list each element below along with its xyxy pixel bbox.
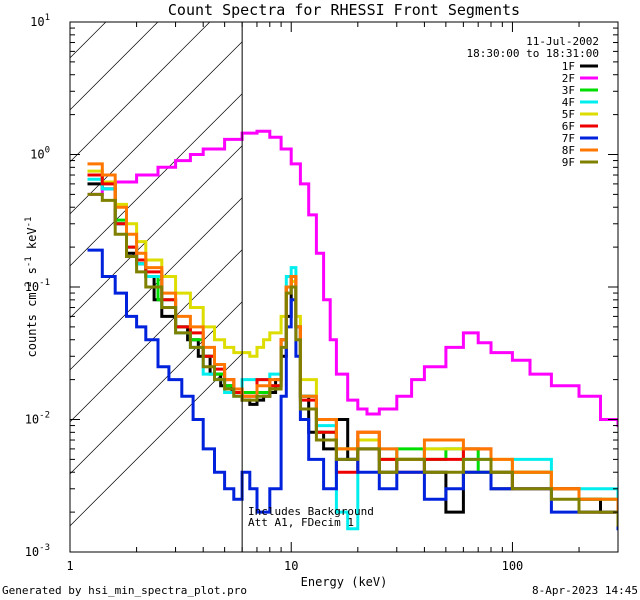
hatch-line-12 (70, 301, 243, 475)
series-2F (87, 129, 618, 428)
hatch-line-11 (70, 249, 243, 423)
annotation-background: Includes Background (248, 505, 374, 518)
series-8F (87, 162, 618, 514)
x-axis-label: Energy (keV) (301, 575, 388, 589)
hatch-line-9 (70, 145, 243, 319)
y-tick-label: 101 (30, 13, 50, 29)
date-label: 11-Jul-2002 (526, 35, 599, 48)
hatch-line-5 (70, 22, 159, 111)
hatch-line-10 (70, 197, 243, 371)
legend-label-8F: 8F (562, 144, 575, 157)
chart-title: Count Spectra for RHESSI Front Segments (168, 1, 520, 19)
legend-label-4F: 4F (562, 96, 575, 109)
legend-label-7F: 7F (562, 132, 575, 145)
series-5F (87, 169, 618, 520)
hatch-line-4 (70, 22, 107, 59)
series-1F (87, 182, 618, 520)
hatch-region (70, 22, 243, 527)
x-tick-label: 100 (502, 559, 524, 573)
footer-date: 8-Apr-2023 14:45 (532, 584, 638, 597)
series-6F (87, 173, 618, 520)
y-tick-label: 10-2 (25, 411, 50, 427)
series-layer (87, 129, 618, 531)
y-tick-label: 10-3 (25, 543, 50, 559)
time-range-label: 18:30:00 to 18:31:00 (467, 47, 599, 60)
footer-generated-by: Generated by hsi_min_spectra_plot.pro (2, 584, 247, 597)
hatch-line-8 (70, 93, 243, 267)
x-tick-label: 10 (284, 559, 298, 573)
series-3F (87, 173, 618, 514)
hatch-line-13 (70, 353, 243, 527)
axis-ticks (69, 21, 619, 553)
hatch-line-6 (70, 22, 211, 163)
legend-label-6F: 6F (562, 120, 575, 133)
series-7F (87, 248, 618, 531)
legend-label-3F: 3F (562, 84, 575, 97)
series-4F (87, 177, 618, 531)
legend-label-1F: 1F (562, 60, 575, 73)
legend-label-5F: 5F (562, 108, 575, 121)
y-axis-label: counts cm-2 s-1 keV-1 (24, 217, 39, 358)
legend-label-2F: 2F (562, 72, 575, 85)
annotation-attenuator: Att A1, FDecim 1 (248, 516, 354, 529)
x-tick-label: 1 (66, 559, 73, 573)
series-9F (87, 192, 618, 527)
x-tick-labels: 1 10 100 (66, 559, 523, 573)
y-tick-label: 100 (30, 146, 50, 162)
hatch-line-7 (70, 41, 243, 215)
legend-label-9F: 9F (562, 156, 575, 169)
